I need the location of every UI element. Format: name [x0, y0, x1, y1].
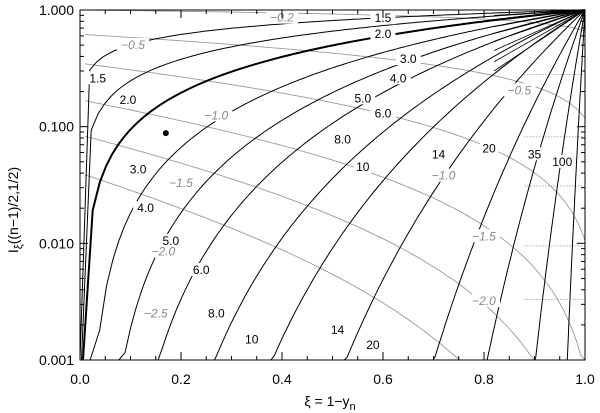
label-bg	[525, 147, 544, 161]
x-tick-label: 0.6	[373, 371, 393, 387]
converging-line	[494, 9, 586, 28]
black-contour	[115, 9, 586, 361]
gray-contour-label: −1.5	[169, 176, 193, 190]
x-tick-label: 1.0	[575, 371, 595, 387]
label-bg	[395, 52, 421, 66]
label-bg	[503, 83, 536, 97]
converging-line	[493, 9, 586, 72]
black-contour-label: 2.0	[120, 93, 137, 107]
x-tick-label: 0.4	[272, 371, 292, 387]
y-tick-label: 0.001	[39, 352, 74, 368]
black-contour-label: 6.0	[375, 106, 392, 120]
black-contour-label: 100	[552, 155, 572, 169]
label-bg	[480, 141, 499, 155]
black-contour-label: 35	[528, 147, 542, 161]
label-bg	[85, 71, 111, 85]
black-contour	[79, 9, 586, 361]
label-bg	[468, 294, 500, 308]
contour-labels: −0.2−0.5−0.5−1.0−1.0−1.5−1.5−2.0−2.0−2.5…	[85, 10, 575, 352]
black-contour-label: 5.0	[354, 91, 371, 105]
gray-contour-label: −2.0	[472, 294, 496, 308]
label-bg	[549, 154, 575, 168]
black-contour	[443, 9, 586, 361]
black-contour-label: 10	[245, 332, 259, 346]
x-tick-label: 0.0	[70, 371, 90, 387]
black-contour	[81, 9, 586, 361]
black-contour-label: 14	[432, 147, 446, 161]
label-bg	[158, 233, 184, 247]
converging-line	[494, 9, 586, 34]
label-bg	[133, 201, 159, 215]
label-bg	[429, 147, 448, 161]
label-bg	[353, 160, 372, 174]
gray-contour	[84, 34, 586, 119]
black-contour-label: 14	[331, 323, 345, 337]
converging-line	[493, 9, 586, 63]
label-bg	[117, 38, 150, 52]
y-tick-label: 0.010	[39, 235, 74, 251]
black-contour-label: 8.0	[208, 307, 225, 321]
label-bg	[328, 323, 347, 337]
label-bg	[242, 332, 261, 346]
label-bg	[363, 337, 382, 351]
label-bg	[139, 306, 172, 320]
marker-point	[162, 130, 169, 137]
label-bg	[203, 306, 229, 320]
label-bg	[370, 27, 396, 41]
label-bg	[350, 91, 376, 105]
label-bg	[188, 263, 214, 277]
y-axis-title: Iξ((n−1)/2,1/2)	[5, 167, 25, 253]
black-contour-label: 2.0	[375, 27, 392, 41]
gray-contour-label: −2.0	[151, 245, 175, 259]
black-contour	[102, 9, 586, 361]
gray-contour-label: −1.0	[432, 169, 456, 183]
label-bg	[125, 162, 151, 176]
black-contour-label: 1.5	[375, 11, 392, 25]
label-bg	[468, 229, 500, 243]
label-bg	[370, 106, 396, 120]
converging-line	[494, 9, 586, 16]
black-contour	[130, 9, 586, 361]
label-bg	[115, 92, 141, 106]
label-bg	[427, 168, 460, 182]
black-contour-label: 4.0	[137, 201, 154, 215]
black-contour-label: 6.0	[193, 263, 210, 277]
black-contour-label: 1.5	[89, 71, 106, 85]
gray-contour-label: −0.5	[121, 38, 145, 52]
gray-contour-label: −0.5	[507, 83, 531, 97]
black-contour-label: 10	[356, 160, 370, 174]
label-bg	[147, 244, 180, 258]
converging-line	[494, 9, 586, 22]
black-contour-label: 4.0	[390, 71, 407, 85]
y-tick-label: 0.100	[39, 119, 74, 135]
label-bg	[385, 71, 411, 85]
black-contour-label: 20	[482, 141, 496, 155]
black-contour	[89, 9, 586, 361]
x-tick-label: 0.8	[474, 371, 494, 387]
gray-contour-label: −1.0	[204, 108, 228, 122]
y-tick-label: 1.000	[39, 2, 74, 18]
axes: 0.0 0.2 0.4 0.6 0.8 1.0 0.001 0.010 0.100 1.000	[39, 2, 595, 387]
gray-contour	[84, 100, 586, 361]
black-contour-label: 20	[366, 338, 380, 352]
x-axis-title: ξ = 1−yn	[304, 393, 355, 413]
black-contour-label: 3.0	[400, 52, 417, 66]
gray-contour-label: −1.5	[472, 229, 496, 243]
x-tick-label: 0.2	[171, 371, 191, 387]
black-contour	[271, 9, 586, 361]
black-contour-label: 8.0	[334, 132, 351, 146]
converging-line	[493, 9, 586, 51]
label-bg	[200, 108, 233, 122]
converging-line	[493, 9, 586, 42]
label-bg	[330, 132, 356, 146]
label-bg	[165, 175, 197, 189]
black-contour-label: 5.0	[163, 234, 180, 248]
gray-contour	[84, 63, 586, 241]
black-contour-label: 3.0	[130, 162, 147, 176]
gray-contour-label: −2.5	[144, 307, 168, 321]
